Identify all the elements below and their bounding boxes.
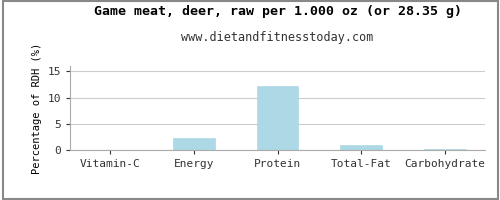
Text: www.dietandfitnesstoday.com: www.dietandfitnesstoday.com xyxy=(182,31,374,44)
Bar xyxy=(424,149,466,150)
Bar xyxy=(172,138,214,150)
Bar xyxy=(256,86,298,150)
Text: Game meat, deer, raw per 1.000 oz (or 28.35 g): Game meat, deer, raw per 1.000 oz (or 28… xyxy=(94,5,462,18)
Y-axis label: Percentage of RDH (%): Percentage of RDH (%) xyxy=(32,42,42,174)
Bar xyxy=(340,145,382,150)
